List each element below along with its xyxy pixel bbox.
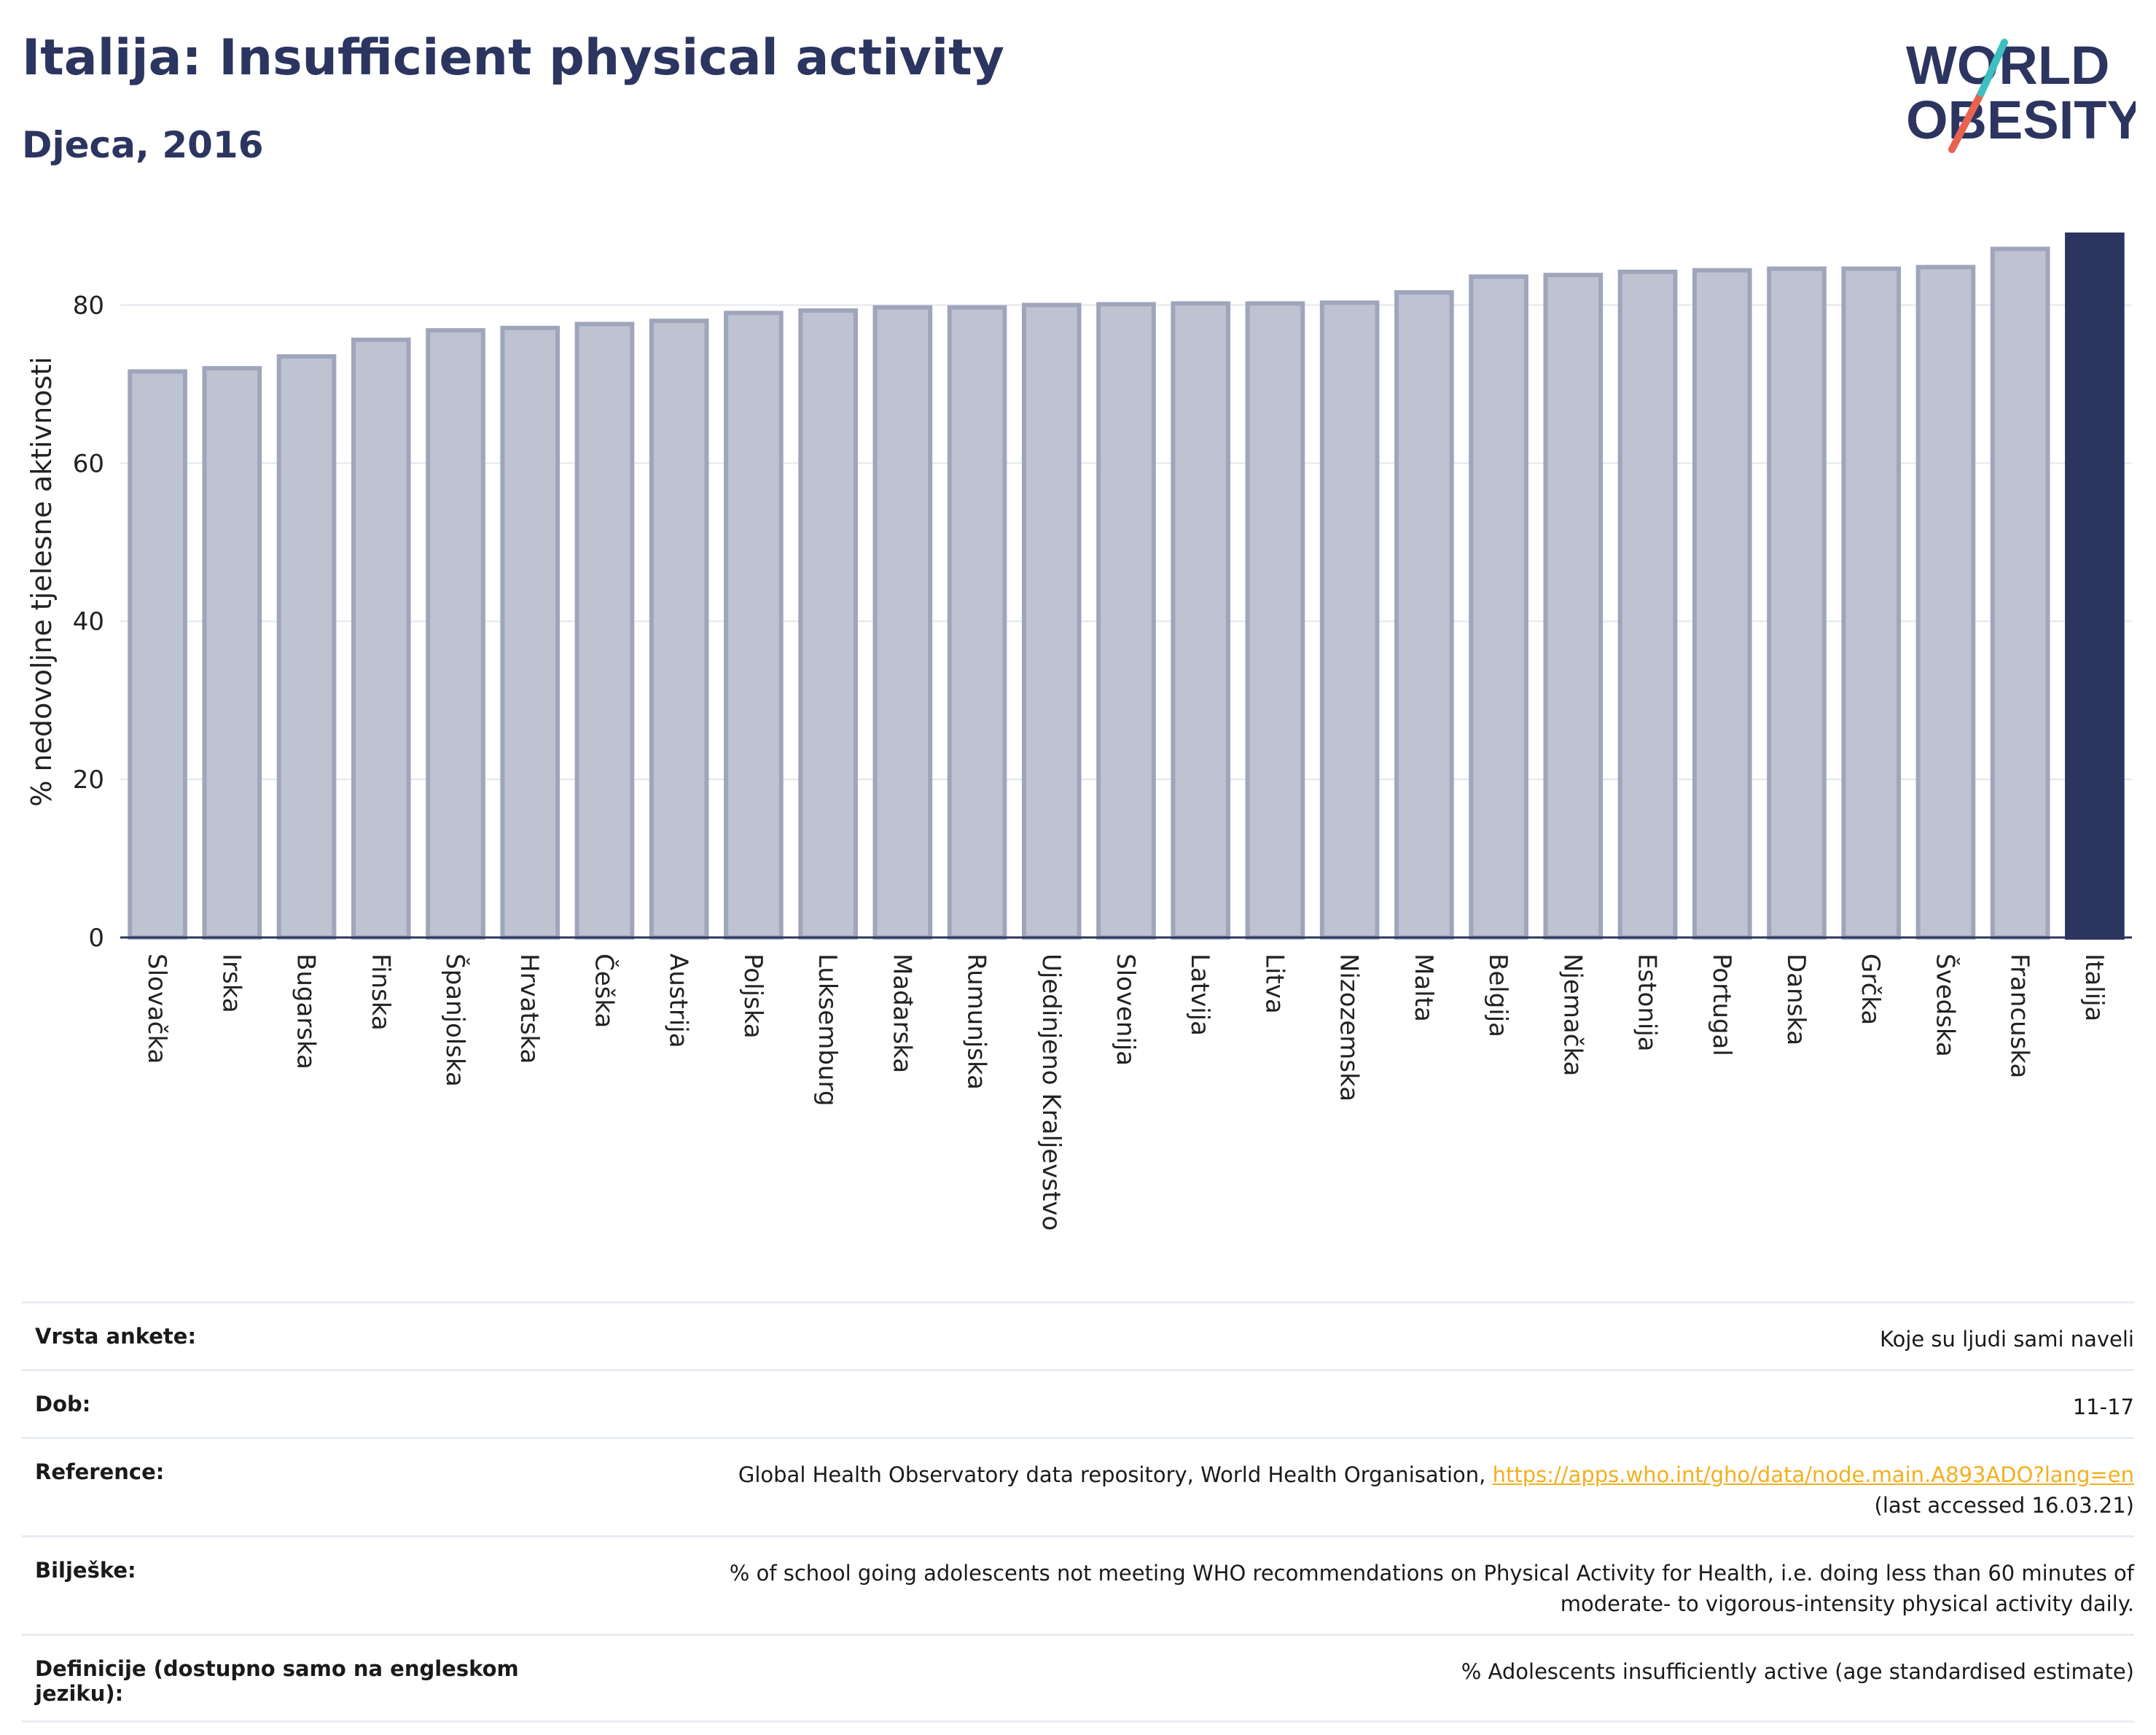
bar-chart: 0 20 40 60 80 Slovačka Irska Bugarska Finska Špan… — [26, 232, 2132, 1231]
y-tick-label: 20 — [73, 765, 104, 795]
x-tick-label: Rumunjska — [962, 954, 991, 1090]
x-tick-label: Francuska — [2005, 954, 2034, 1078]
bar — [649, 319, 709, 940]
x-tick-label: Malta — [1409, 954, 1438, 1022]
world-obesity-logo: WORLD OBESITY — [1906, 35, 2136, 153]
x-tick-label: Poljska — [738, 954, 768, 1039]
x-tick-label: Belgija — [1483, 954, 1512, 1037]
x-tick-label: Slovačka — [142, 954, 171, 1064]
bar — [798, 308, 858, 940]
meta-row-age: Dob: 11-17 — [22, 1369, 2134, 1438]
bar — [947, 305, 1007, 940]
bar — [1469, 274, 1528, 940]
metadata-table: Vrsta ankete: Koje su ljudi sami naveli … — [22, 1301, 2134, 1723]
bar — [1990, 246, 2050, 940]
bar — [128, 369, 187, 940]
bar — [1394, 290, 1454, 940]
x-tick-label: Litva — [1259, 954, 1289, 1014]
meta-value: % of school going adolescents not meetin… — [574, 1535, 2134, 1635]
bar — [872, 305, 933, 940]
meta-value: 11-17 — [574, 1369, 2134, 1438]
x-tick-label: Bugarska — [292, 954, 321, 1069]
y-tick-label: 0 — [88, 924, 104, 953]
bar — [1171, 301, 1231, 940]
bar — [426, 328, 485, 940]
bar — [1096, 302, 1156, 940]
meta-value: Global Health Observatory data repositor… — [574, 1437, 2134, 1537]
x-tick-label: Danska — [1781, 954, 1811, 1045]
x-tick-label: Nizozemska — [1335, 954, 1364, 1102]
y-tick-label: 40 — [73, 607, 104, 636]
x-tick-label: Estonija — [1633, 954, 1662, 1052]
bar — [1767, 266, 1827, 940]
x-tick-label: Finska — [366, 954, 395, 1031]
x-tick-label: Austrija — [664, 954, 693, 1048]
x-tick-label: Hrvatska — [515, 954, 544, 1064]
notes-line2: moderate- to vigorous-intensity physical… — [1560, 1591, 2134, 1617]
bar — [1841, 266, 1902, 940]
meta-key: Definicije (dostupno samo na engleskom j… — [22, 1634, 574, 1723]
page-title: Italija: Insufficient physical activity — [22, 29, 1004, 87]
meta-key: Bilješke: — [22, 1535, 574, 1635]
bar — [351, 338, 411, 940]
page-subtitle: Djeca, 2016 — [22, 124, 264, 166]
meta-key: Dob: — [22, 1369, 574, 1438]
bar — [1692, 268, 1752, 940]
bar — [1617, 269, 1678, 940]
bar — [574, 321, 635, 940]
meta-value: Koje su ljudi sami naveli — [574, 1301, 2134, 1371]
meta-row-survey-type: Vrsta ankete: Koje su ljudi sami naveli — [22, 1301, 2134, 1371]
x-tick-label: Portugal — [1707, 954, 1736, 1056]
y-tick-label: 80 — [73, 291, 104, 320]
meta-key: Vrsta ankete: — [22, 1301, 574, 1371]
bar — [202, 366, 262, 940]
y-axis-label: % nedovoljne tjelesne aktivnosti — [26, 356, 58, 806]
notes-line1: % of school going adolescents not meetin… — [729, 1561, 2134, 1586]
logo-line1: WORLD — [1906, 35, 2110, 95]
logo-slash-teal — [1977, 39, 2008, 97]
y-tick-label: 60 — [73, 449, 104, 478]
reference-text: Global Health Observatory data repositor… — [738, 1462, 1493, 1488]
x-tick-label: Ujedinjeno Kraljevstvo — [1036, 954, 1066, 1231]
x-tick-label: Italija — [2079, 954, 2109, 1021]
x-tick-label: Mađarska — [887, 954, 916, 1073]
meta-row-notes: Bilješke: % of school going adolescents … — [22, 1535, 2134, 1635]
bar — [1319, 300, 1380, 940]
bar — [1543, 273, 1604, 940]
bar-highlight — [2065, 232, 2125, 940]
logo-line2: OBESITY — [1906, 90, 2136, 150]
x-tick-label: Grčka — [1856, 954, 1885, 1025]
bar — [1021, 303, 1082, 940]
x-tick-label: Češka — [589, 954, 619, 1028]
bar — [500, 325, 561, 940]
bar — [276, 354, 337, 940]
meta-row-definition: Definicije (dostupno samo na engleskom j… — [22, 1634, 2134, 1723]
logo-slash-red — [1948, 90, 1985, 153]
bar — [1245, 301, 1305, 940]
bar — [1915, 265, 1976, 940]
x-tick-label: Luksemburg — [813, 954, 842, 1106]
x-tick-label: Njemačka — [1558, 954, 1587, 1076]
meta-key: Reference: — [22, 1437, 574, 1537]
bar — [724, 311, 784, 940]
x-tick-label: Irska — [216, 954, 246, 1013]
reference-accessed: (last accessed 16.03.21) — [1874, 1493, 2134, 1518]
x-tick-label: Slovenija — [1111, 954, 1140, 1066]
x-tick-label: Španjolska — [440, 954, 470, 1087]
meta-value: % Adolescents insufficiently active (age… — [574, 1634, 2134, 1723]
meta-row-reference: Reference: Global Health Observatory dat… — [22, 1437, 2134, 1537]
reference-link[interactable]: https://apps.who.int/gho/data/node.main.… — [1492, 1462, 2134, 1488]
x-tick-label: Latvija — [1185, 954, 1214, 1036]
x-tick-label: Švedska — [1930, 954, 1960, 1057]
